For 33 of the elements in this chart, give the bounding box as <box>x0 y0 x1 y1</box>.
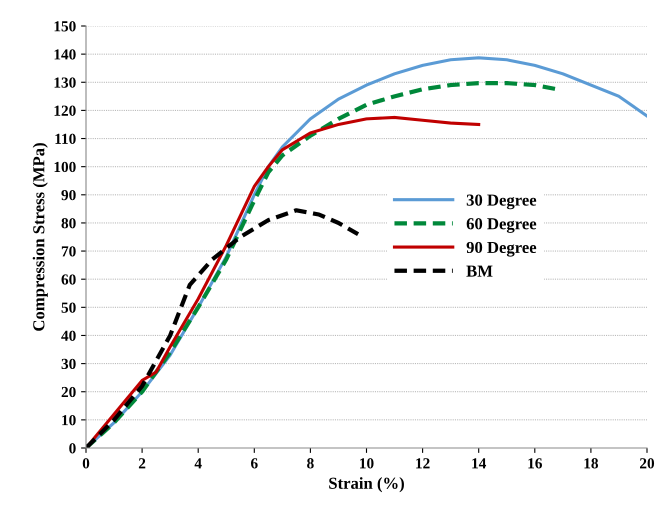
legend-label: BM <box>466 266 492 277</box>
x-tick-label: 20 <box>640 458 654 468</box>
x-tick-label: 14 <box>472 458 486 468</box>
y-tick-label: 40 <box>61 330 76 341</box>
y-tick-label: 80 <box>62 218 76 228</box>
x-tick-label: 18 <box>584 458 598 468</box>
y-tick-label: 30 <box>62 358 76 370</box>
x-tick-label: 0 <box>82 458 90 468</box>
y-tick-label: 110 <box>55 134 76 144</box>
y-tick-label: 90 <box>61 190 76 200</box>
y-tick-label: 140 <box>54 49 76 60</box>
y-tick-label: 60 <box>62 274 76 285</box>
y-tick-label: 0 <box>69 443 76 454</box>
y-tick-label: 50 <box>62 302 76 313</box>
y-tick-label: 10 <box>62 415 76 426</box>
x-tick-label: 8 <box>307 458 314 468</box>
x-tick-label: 16 <box>528 458 542 468</box>
y-tick-label: 130 <box>54 77 76 88</box>
legend-label: 60 Degree <box>466 218 536 233</box>
x-tick-label: 4 <box>194 458 202 468</box>
y-tick-label: 20 <box>62 386 76 398</box>
y-tick-label: 70 <box>62 246 76 257</box>
x-tick-label: 6 <box>251 458 258 468</box>
x-tick-label: 12 <box>416 458 430 468</box>
y-axis-title: Compression Stress (MPa) <box>32 143 48 331</box>
y-tick-label: 120 <box>54 106 76 116</box>
y-tick-label: 100 <box>54 162 76 172</box>
x-axis-title: Strain (%) <box>329 477 404 492</box>
y-tick-label: 150 <box>54 21 76 32</box>
x-tick-label: 10 <box>360 458 374 468</box>
legend-label: 90 Degree <box>466 242 536 257</box>
x-tick-label: 2 <box>138 458 146 468</box>
legend-label: 30 Degree <box>466 194 536 210</box>
